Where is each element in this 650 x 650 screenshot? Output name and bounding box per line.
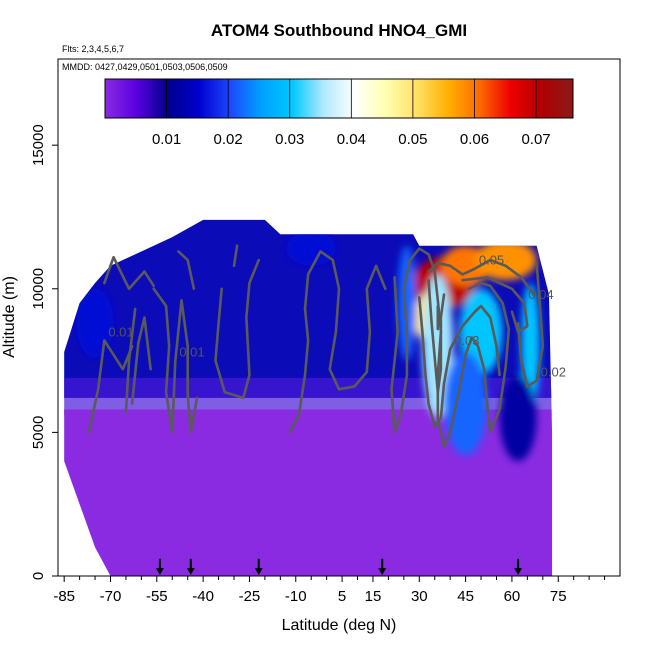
- contour-label: 0.02: [541, 365, 566, 380]
- contour-line: [87, 339, 134, 434]
- flight-marker-head: [378, 568, 387, 575]
- contour-label: 0.01: [179, 345, 204, 360]
- flight-marker-head: [514, 568, 523, 575]
- dates-note: MMDD: 0427,0429,0501,0503,0506,0509: [62, 62, 228, 72]
- colorbar-tick-label: 0.05: [398, 131, 427, 148]
- concentration-feature: [499, 374, 537, 462]
- colorbar-tick-label: 0.07: [521, 131, 550, 148]
- contour-line: [214, 258, 261, 400]
- lower-field: [64, 409, 553, 576]
- contour-line: [427, 258, 535, 296]
- y-tick-label: 15000: [30, 124, 47, 166]
- y-axis-title: Altitude (m): [1, 276, 18, 358]
- concentration-feature: [397, 245, 417, 361]
- concentration-feature: [474, 239, 537, 281]
- x-tick-label: -10: [285, 588, 307, 605]
- contour-label: 0.03: [454, 333, 479, 348]
- contour-line: [303, 250, 387, 391]
- contour-line: [288, 307, 310, 434]
- y-axis: 0 5000 10000 15000: [30, 124, 58, 580]
- data-region: [64, 219, 553, 576]
- colorbar-tick-label: 0.06: [460, 131, 489, 148]
- y-tick-label: 5000: [30, 416, 47, 449]
- colorbar-tick-label: 0.01: [152, 131, 181, 148]
- x-tick-label: 30: [411, 588, 428, 605]
- x-tick-label: -40: [192, 588, 214, 605]
- chart-title: ATOM4 Southbound HNO4_GMI: [211, 21, 467, 40]
- concentration-feature: [286, 231, 336, 266]
- contour-label: 0.05: [479, 253, 504, 268]
- contour-label: 0.01: [108, 324, 133, 339]
- colorbar-tick-label: 0.02: [214, 131, 243, 148]
- y-tick-label: 0: [30, 572, 47, 580]
- x-tick-label: -25: [239, 588, 261, 605]
- contour-label: 0.04: [528, 287, 553, 302]
- colorbar: 0.01 0.02 0.03 0.04 0.05 0.06 0.07: [104, 78, 574, 148]
- colorbar-tick-label: 0.03: [275, 131, 304, 148]
- contour-line: [103, 255, 156, 291]
- contour-line: [390, 247, 511, 449]
- y-tick-label: 10000: [30, 268, 47, 310]
- x-tick-label: 75: [550, 588, 567, 605]
- concentration-feature: [443, 351, 488, 456]
- colorbar-tick-label: 0.04: [337, 131, 366, 148]
- contour-line: [232, 244, 239, 268]
- plot-frame: [57, 58, 621, 577]
- colorbar-ramp: [104, 78, 574, 119]
- contour-line: [177, 250, 196, 291]
- x-tick-label: -85: [53, 588, 75, 605]
- flight-marker-head: [186, 568, 195, 575]
- x-tick-label: -55: [146, 588, 168, 605]
- x-axis-title: Latitude (deg N): [282, 617, 397, 634]
- x-tick-label: 15: [365, 588, 382, 605]
- contour-line: [152, 287, 199, 434]
- contour-layer: 0.01 0.01 0.03 0.05 0.04 0.02: [87, 244, 566, 449]
- flights-note: Flts: 2,3,4,5,6,7: [62, 44, 124, 54]
- x-tick-label: 60: [504, 588, 521, 605]
- x-tick-label: 5: [338, 588, 346, 605]
- contour-line: [124, 307, 137, 414]
- contour-line: [516, 261, 545, 388]
- flight-markers: [155, 558, 523, 575]
- contour-line: [417, 296, 501, 428]
- contour-line: [427, 278, 446, 394]
- contour-line: [130, 316, 152, 405]
- flight-marker-head: [155, 568, 164, 575]
- x-tick-label: -70: [100, 588, 122, 605]
- x-tick-label: 45: [457, 588, 474, 605]
- x-axis: -85 -70 -55 -40 -25 -10 5 15 30 45 60 75: [53, 576, 606, 605]
- flight-marker-head: [254, 568, 263, 575]
